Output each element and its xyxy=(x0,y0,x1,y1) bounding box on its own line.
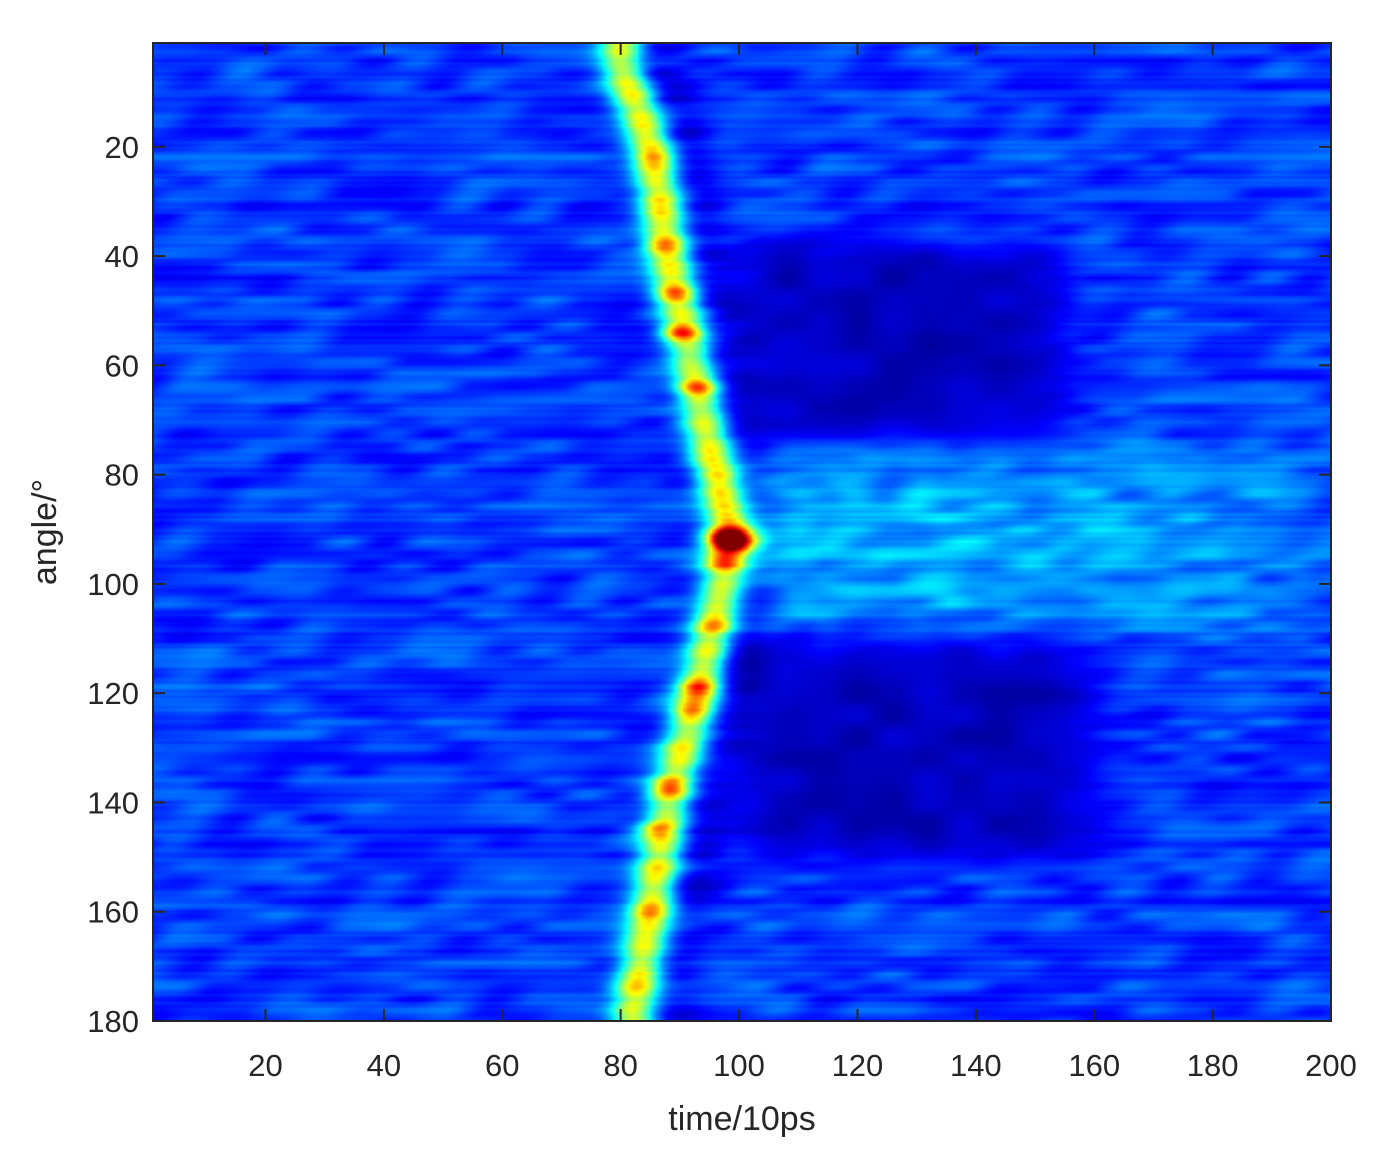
heatmap-plot-area xyxy=(153,43,1331,1021)
x-tick-label: 20 xyxy=(248,1048,282,1083)
y-tick-label: 80 xyxy=(105,458,139,493)
x-tick-label: 180 xyxy=(1187,1048,1239,1083)
y-tick-label: 180 xyxy=(87,1004,139,1039)
x-tick-label: 100 xyxy=(713,1048,765,1083)
y-tick-label: 160 xyxy=(87,895,139,930)
x-tick-label: 40 xyxy=(367,1048,401,1083)
y-tick-label: 140 xyxy=(87,785,139,820)
y-tick-label: 120 xyxy=(87,676,139,711)
x-tick-label: 140 xyxy=(950,1048,1002,1083)
heatmap-raster xyxy=(153,43,1331,1021)
y-tick-label: 100 xyxy=(87,567,139,602)
x-tick-label: 200 xyxy=(1305,1048,1357,1083)
x-axis-ticks: 20 40 60 80 100 120 140 160 180 200 xyxy=(248,43,1357,1083)
y-axis-label: angle/° xyxy=(26,479,64,585)
x-axis-label: time/10ps xyxy=(668,1100,815,1138)
x-tick-label: 120 xyxy=(832,1048,884,1083)
y-axis-ticks: 20 40 60 80 100 120 140 160 180 xyxy=(87,130,1331,1039)
y-tick-label: 40 xyxy=(105,239,139,274)
x-tick-label: 160 xyxy=(1068,1048,1120,1083)
x-tick-label: 80 xyxy=(603,1048,637,1083)
x-tick-label: 60 xyxy=(485,1048,519,1083)
y-tick-label: 20 xyxy=(105,130,139,165)
axes-box xyxy=(152,42,1332,1022)
y-tick-label: 60 xyxy=(105,348,139,383)
